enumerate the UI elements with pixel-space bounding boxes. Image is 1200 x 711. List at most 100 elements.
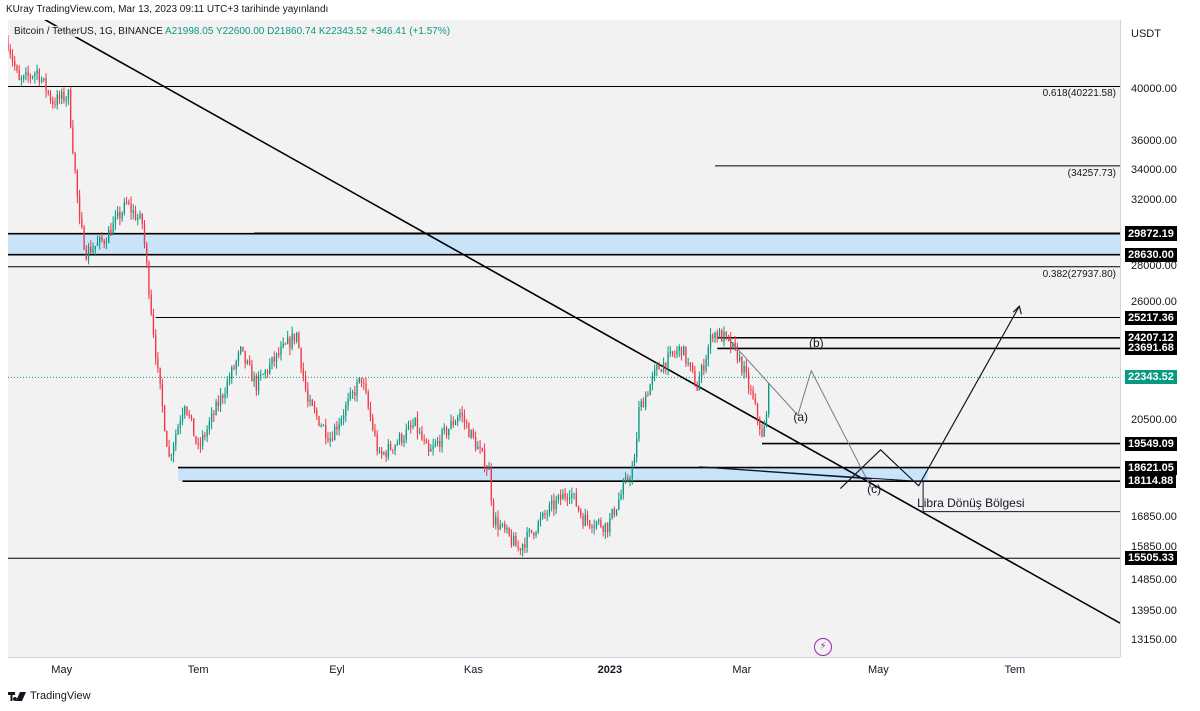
candle-body: [69, 89, 72, 128]
candle-body: [519, 548, 522, 551]
candle-body: [427, 443, 430, 452]
candle-body: [83, 226, 85, 250]
candle-body: [454, 421, 457, 425]
candle-body: [184, 406, 186, 415]
candle-body: [407, 425, 410, 430]
candle-body: [445, 427, 448, 436]
candle-body: [618, 499, 620, 510]
candle-body: [631, 466, 633, 479]
candle-body: [374, 429, 376, 435]
candle-body: [676, 350, 678, 355]
candle-body: [257, 375, 260, 391]
candle-body: [217, 401, 219, 407]
candle-body: [190, 415, 193, 419]
candle-body: [477, 446, 479, 450]
candle-body: [716, 332, 718, 339]
candle-body: [593, 526, 595, 529]
candle-body: [694, 370, 696, 387]
candle-body: [65, 98, 67, 101]
candle-body: [204, 435, 206, 437]
candle-body: [754, 398, 756, 404]
candle-body: [624, 477, 627, 483]
candle-body: [584, 514, 586, 526]
candle-body: [302, 368, 305, 377]
price-level-flag: 29872.19: [1125, 226, 1177, 241]
price-tick: 34000.00: [1131, 163, 1177, 176]
candle-body: [586, 514, 589, 521]
candle-body: [709, 334, 712, 348]
candle-body: [81, 217, 83, 227]
candle-body: [372, 417, 374, 430]
candle-body: [233, 367, 235, 369]
candle-body: [678, 346, 680, 351]
candle-body: [273, 357, 275, 362]
price-tick: 36000.00: [1131, 135, 1177, 148]
candle-body: [615, 509, 618, 516]
candle-body: [146, 244, 148, 263]
candle-body: [553, 500, 555, 510]
candle-body: [555, 499, 557, 510]
candle-body: [226, 381, 228, 395]
candle-body: [121, 212, 123, 219]
price-chart[interactable]: [8, 20, 1120, 657]
candle-body: [338, 424, 340, 430]
candle-body: [18, 70, 20, 80]
candle-body: [387, 443, 390, 458]
candle-body: [765, 414, 768, 427]
candle-body: [714, 332, 716, 339]
candle-body: [604, 522, 607, 532]
footer-brand: TradingView: [8, 690, 91, 702]
candle-body: [143, 224, 146, 245]
candle-body: [662, 362, 665, 372]
candle-body: [723, 331, 725, 342]
candle-body: [52, 100, 54, 105]
candle-body: [419, 431, 421, 433]
candle-body: [213, 413, 215, 415]
candle-body: [548, 504, 551, 514]
candle-body: [340, 418, 343, 425]
candle-body: [175, 434, 177, 446]
candle-body: [275, 353, 278, 362]
candle-body: [11, 54, 14, 61]
candle-body: [154, 334, 157, 359]
candle-body: [629, 478, 631, 481]
candle-body: [526, 531, 528, 548]
candle-body: [725, 331, 727, 336]
candle-body: [470, 430, 472, 438]
candle-body: [199, 443, 202, 446]
candle-body: [658, 364, 660, 370]
candle-body: [674, 354, 676, 356]
time-axis[interactable]: May Tem Eyl Kas 2023 Mar May Tem: [8, 657, 1120, 683]
candle-body: [278, 353, 280, 356]
candle-body: [150, 294, 152, 314]
candle-body: [231, 367, 233, 379]
candle-body: [36, 70, 38, 74]
candle-body: [589, 520, 591, 526]
lightning-icon[interactable]: ⚡: [814, 638, 832, 656]
candle-body: [134, 210, 137, 220]
candle-body: [94, 245, 96, 250]
candle-body: [389, 443, 392, 450]
candle-body: [644, 394, 647, 408]
candle-body: [557, 495, 560, 500]
candle-body: [307, 389, 309, 402]
candle-body: [38, 70, 40, 82]
candle-body: [110, 229, 112, 236]
candle-body: [568, 497, 571, 500]
candle-body: [606, 522, 609, 533]
chart-plot-area[interactable]: Bitcoin / TetherUS, 1G, BINANCE A21998.0…: [8, 20, 1120, 657]
candle-body: [186, 406, 188, 415]
candle-body: [74, 152, 76, 171]
candle-body: [25, 72, 27, 76]
candle-body: [141, 214, 143, 225]
time-tick: Tem: [187, 664, 209, 676]
candle-body: [443, 427, 445, 430]
candle-body: [78, 196, 81, 218]
candle-body: [298, 332, 300, 349]
fib-level-label: 0.382(27937.80): [1042, 268, 1116, 280]
candle-body: [401, 434, 403, 443]
price-axis[interactable]: USDT 40000.00 36000.00 34000.00 32000.00 280…: [1120, 20, 1200, 657]
candle-body: [730, 337, 732, 349]
candle-body: [571, 493, 573, 498]
candle-body: [432, 445, 434, 450]
